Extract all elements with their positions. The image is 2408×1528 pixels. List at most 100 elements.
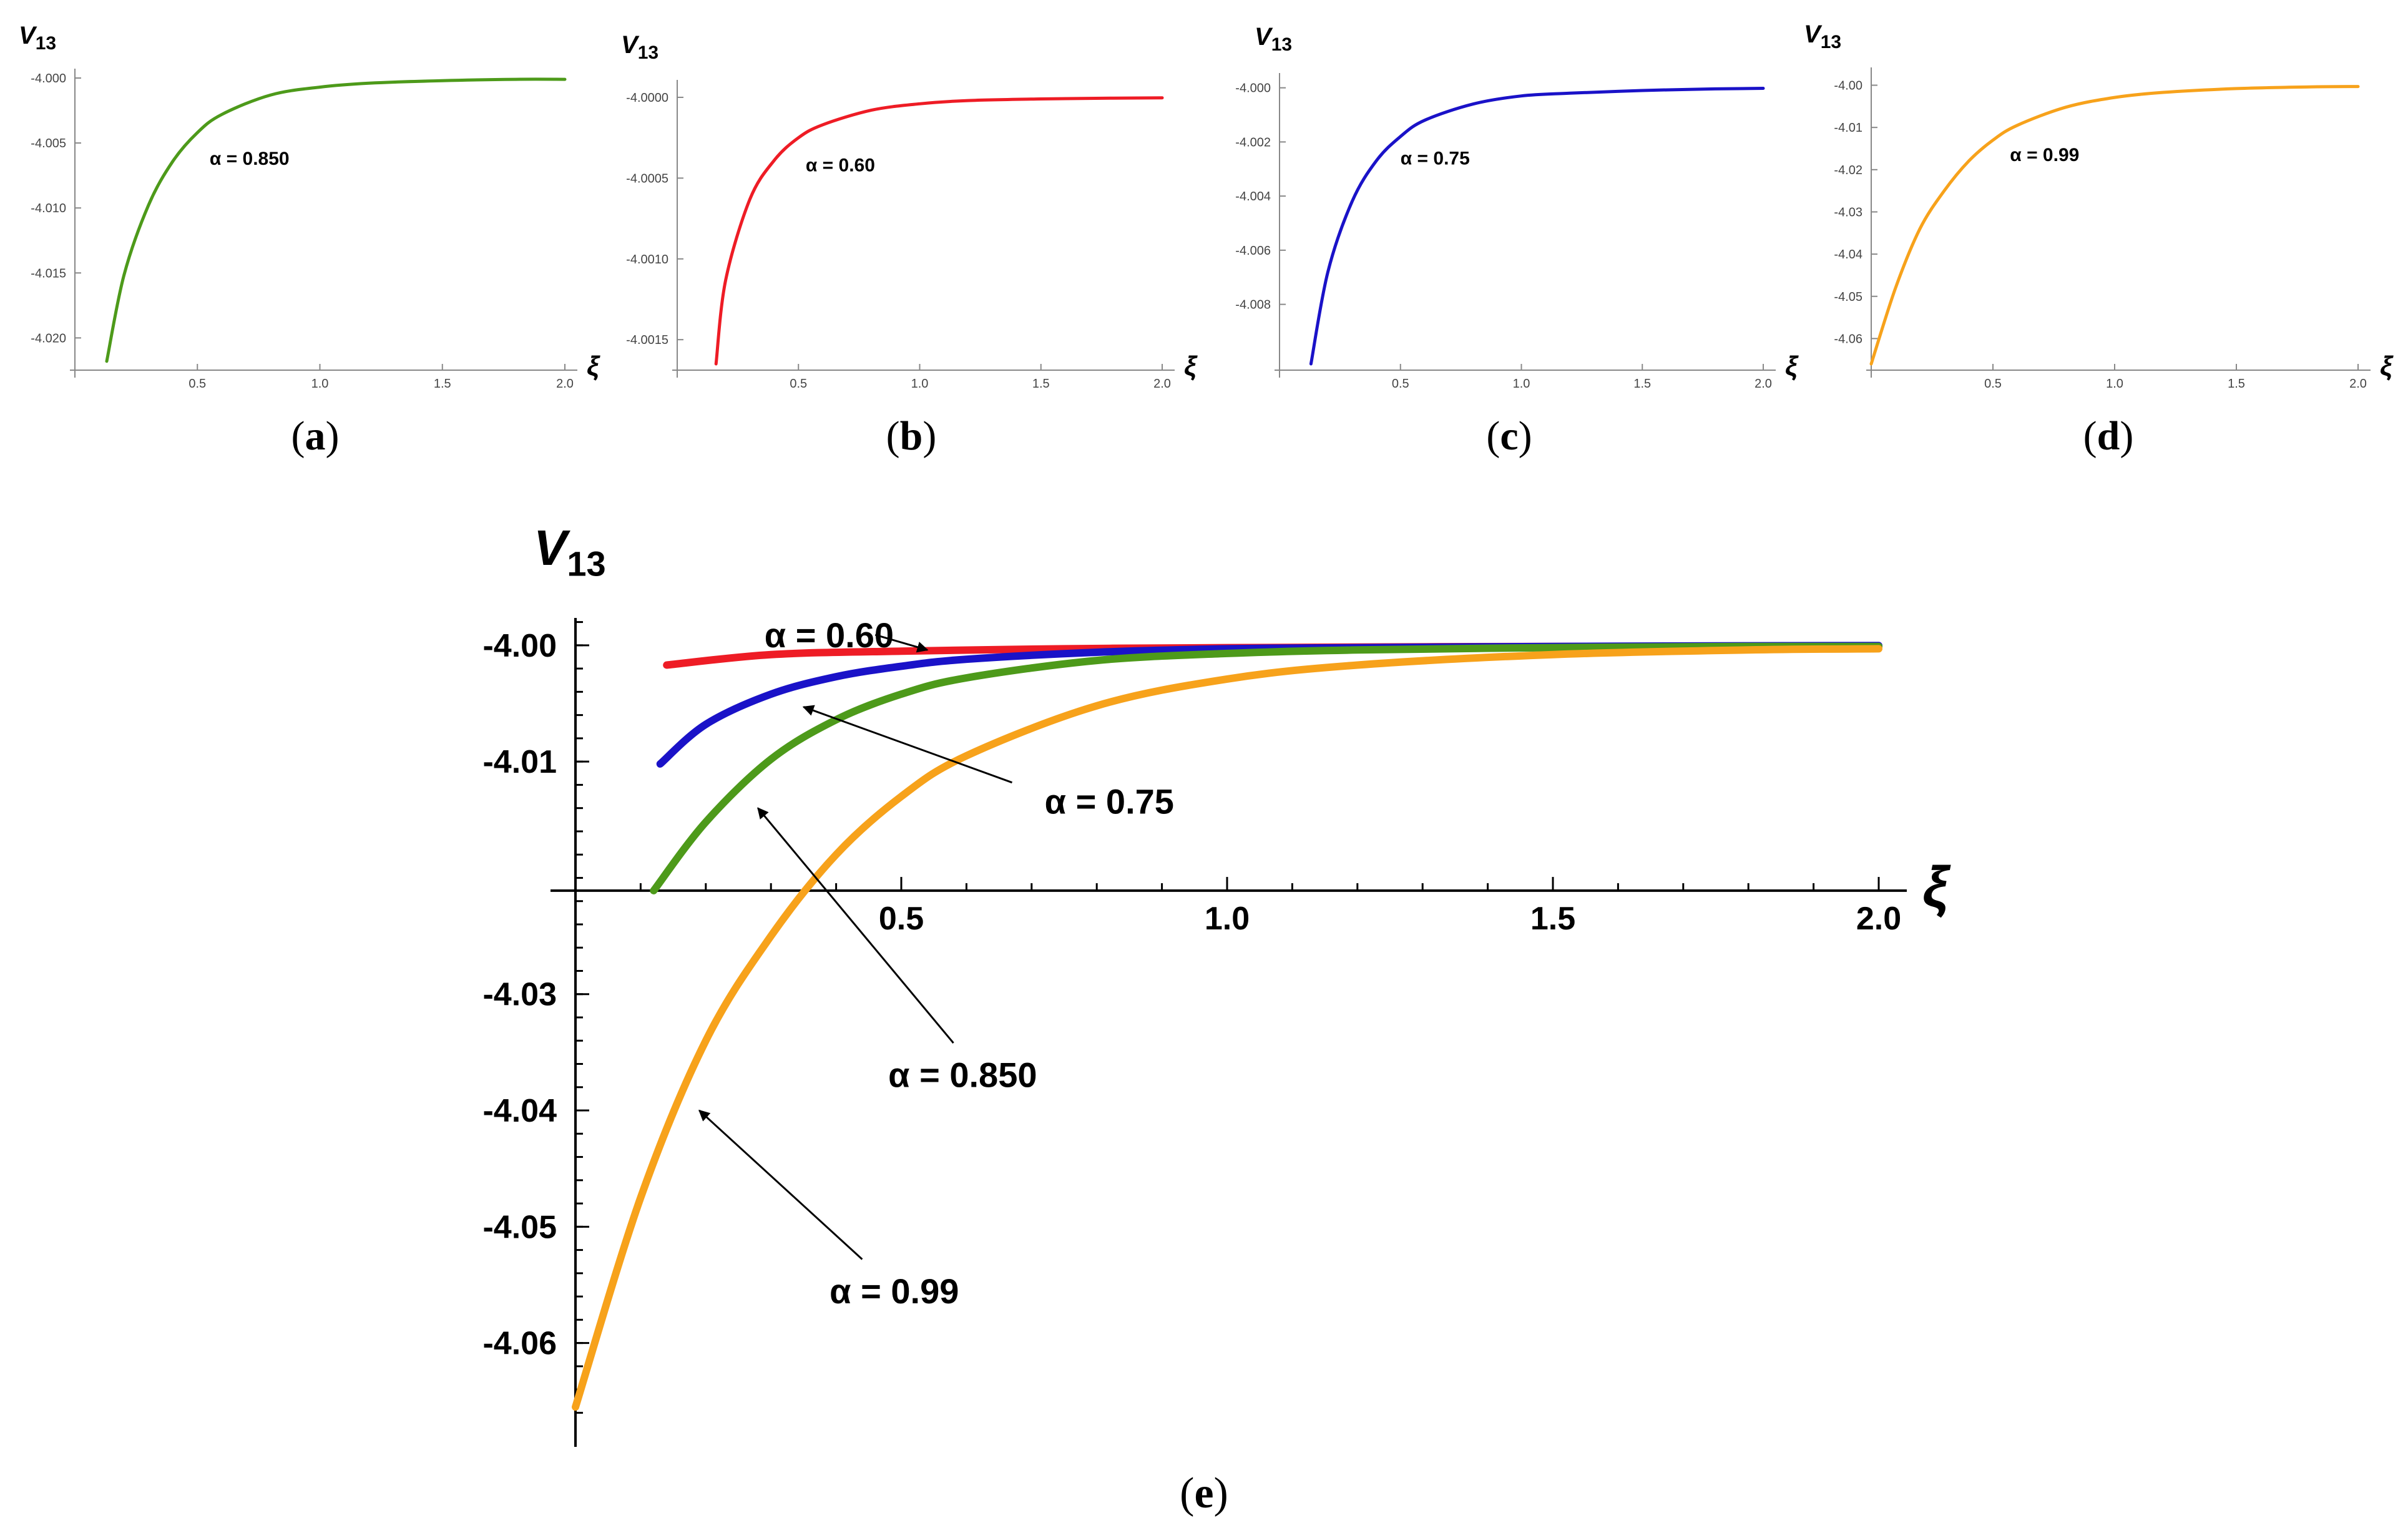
svg-text:(b): (b) [886, 413, 937, 459]
annotation-arrow [802, 705, 1012, 784]
x-axis-label: ξ [1184, 351, 1198, 381]
y-tick-label: -4.006 [1235, 244, 1271, 258]
panel-c: 0.5 1.0 1.5 2.0 -4.000 -4.002 -4.004 -4.006 -4.0… [1235, 23, 1799, 391]
y-axis-label-sub: 13 [638, 42, 658, 63]
y-tick-label: -4.05 [482, 1209, 557, 1245]
x-tick-label: 2.0 [1755, 377, 1772, 391]
y-axis-label-sub: 13 [36, 33, 56, 54]
x-tick-label: 1.0 [1205, 901, 1250, 937]
panel-b: 0.5 1.0 1.5 2.0 -4.0000 -4.0005 -4.0010 -4.0015… [621, 31, 1198, 391]
x-tick-label: 2.0 [556, 377, 574, 391]
y-tick-label: -4.010 [31, 202, 66, 215]
y-tick-label: -4.03 [1834, 205, 1862, 219]
y-tick-label: -4.008 [1235, 298, 1271, 312]
y-tick-label: -4.015 [31, 267, 66, 280]
series-line [572, 645, 1882, 1411]
x-tick-label: 1.5 [1032, 377, 1050, 391]
annotation-label: α = 0.99 [830, 1271, 959, 1311]
y-tick-label: -4.020 [31, 331, 66, 345]
svg-text:(d): (d) [2083, 413, 2134, 459]
y-tick-label: -4.04 [482, 1093, 557, 1129]
caption-d: (d) [2083, 413, 2134, 459]
y-tick-label: -4.004 [1235, 190, 1271, 203]
svg-text:(a): (a) [291, 413, 340, 459]
y-axis-label-sub: 13 [567, 544, 605, 584]
y-axis-label-main: V [1255, 23, 1273, 51]
x-tick-label: 1.0 [1513, 377, 1530, 391]
y-axis-label-main: V [1804, 21, 1823, 48]
panel-e: 0.5 1.0 1.5 2.0 -4.00 -4.01 -4.03 -4.04 -4.05 -4.… [482, 520, 1951, 1447]
caption-e-letter: e [1194, 1469, 1213, 1517]
series-line [650, 642, 1882, 894]
x-tick-label: 2.0 [1856, 901, 1901, 937]
y-tick-label: -4.00 [1834, 79, 1862, 93]
annotation-arrow [874, 634, 929, 653]
y-tick-label: -4.01 [482, 744, 557, 780]
svg-text:(c): (c) [1486, 413, 1532, 459]
y-tick-label: -4.0010 [626, 253, 668, 267]
caption-a: (a) [291, 413, 340, 459]
y-tick-label: -4.000 [1235, 82, 1271, 96]
x-axis-label: ξ [2380, 351, 2394, 381]
curve-label: α = 0.75 [1401, 148, 1470, 169]
x-tick-label: 0.5 [1984, 377, 2002, 391]
annotation-arrow [698, 1109, 863, 1260]
y-axis-label-sub: 13 [1271, 34, 1292, 55]
caption-a-letter: a [305, 413, 326, 459]
annotation-label: α = 0.60 [765, 615, 894, 655]
y-axis-label-sub: 13 [1821, 32, 1841, 52]
y-axis-label: V13 [621, 31, 658, 63]
caption-c: (c) [1486, 413, 1532, 459]
x-tick-label: 1.0 [911, 377, 929, 391]
x-tick-label: 1.5 [434, 377, 451, 391]
caption-b: (b) [886, 413, 937, 459]
y-tick-label: -4.05 [1834, 290, 1862, 304]
y-tick-label: -4.0015 [626, 333, 668, 347]
y-tick-label: -4.0005 [626, 172, 668, 185]
annotation-arrow [757, 807, 954, 1044]
y-tick-label: -4.01 [1834, 121, 1862, 135]
y-tick-label: -4.06 [482, 1326, 557, 1362]
y-tick-label: -4.000 [31, 72, 66, 86]
panel-d: 0.5 1.0 1.5 2.0 -4.00 -4.01 -4.02 -4.03 -4.04 -4.… [1804, 21, 2394, 391]
y-axis-label-main: V [19, 22, 37, 49]
x-tick-label: 1.0 [2106, 377, 2123, 391]
series-line [105, 77, 567, 363]
y-axis-label: V13 [1255, 23, 1292, 55]
x-axis-label: ξ [1785, 351, 1799, 381]
y-tick-label: -4.005 [31, 137, 66, 150]
x-tick-label: 0.5 [879, 901, 924, 937]
x-tick-label: 1.5 [1633, 377, 1651, 391]
y-axis-label-main: V [534, 520, 570, 575]
y-axis-label: V13 [19, 22, 56, 54]
series-line [1309, 87, 1765, 366]
annotation-label: α = 0.75 [1045, 781, 1174, 821]
x-axis-label: ξ [587, 351, 600, 381]
y-axis-label-main: V [621, 31, 640, 59]
y-tick-label: -4.06 [1834, 332, 1862, 346]
y-axis-label: V13 [534, 520, 606, 584]
caption-e: (e) [1180, 1469, 1228, 1517]
series-line [714, 96, 1164, 366]
series-line [656, 642, 1882, 768]
x-tick-label: 2.0 [2349, 377, 2367, 391]
caption-c-letter: c [1500, 413, 1518, 459]
series-line [1869, 85, 2360, 366]
x-tick-label: 0.5 [790, 377, 807, 391]
y-tick-label: -4.02 [1834, 164, 1862, 177]
panel-a: 0.5 1.0 1.5 2.0 -4.000 -4.005 -4.010 -4.015 -4.0… [19, 22, 600, 391]
y-tick-label: -4.00 [482, 628, 557, 664]
y-tick-label: -4.0000 [626, 91, 668, 105]
x-tick-label: 0.5 [1392, 377, 1409, 391]
x-tick-label: 0.5 [188, 377, 206, 391]
caption-d-letter: d [2097, 413, 2120, 459]
curve-label: α = 0.99 [2010, 145, 2079, 165]
x-tick-label: 1.0 [311, 377, 329, 391]
curve-label: α = 0.850 [210, 149, 290, 169]
x-tick-label: 1.5 [1530, 901, 1575, 937]
x-tick-label: 2.0 [1153, 377, 1171, 391]
curve-label: α = 0.60 [806, 155, 875, 176]
caption-b-letter: b [900, 413, 923, 459]
x-tick-label: 1.5 [2228, 377, 2245, 391]
